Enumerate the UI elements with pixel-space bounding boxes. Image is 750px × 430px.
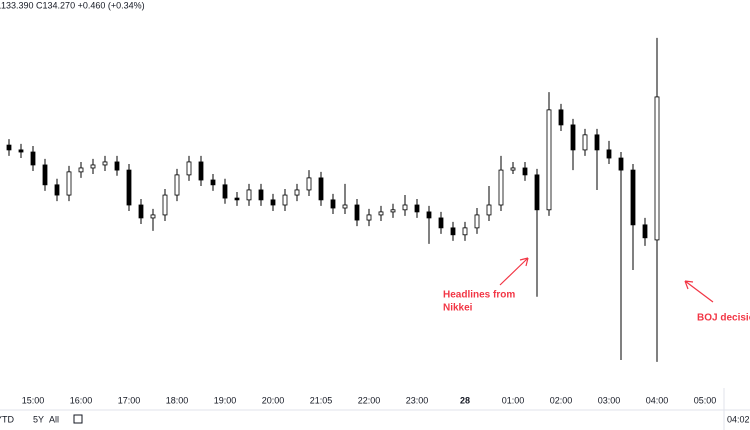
candle-body [114,161,120,171]
candle-body [222,184,228,199]
annotation-arrows [499,257,714,303]
x-tick-label: 19:00 [214,395,237,405]
candle-body [126,169,132,206]
candle-body [246,189,252,201]
x-tick-label: 15:00 [22,395,45,405]
candle-body [486,204,492,216]
candle-body [210,179,216,186]
x-tick-label: 17:00 [118,395,141,405]
annotation: BOJ decision [697,313,750,324]
x-tick-label: 18:00 [166,395,189,405]
annotation: Nikkei [443,303,473,314]
candle-body [30,151,36,166]
candle-body [270,199,276,206]
candle-body [570,124,576,151]
candle-body [318,177,324,201]
candle-body [654,96,660,241]
x-tick-label: 16:00 [70,395,93,405]
x-tick-label: 01:00 [502,395,525,405]
candle-body [42,164,48,186]
candle-body [510,167,516,171]
x-tick-label: 03:00 [598,395,621,405]
candle-body [354,204,360,221]
x-tick-label: 05:00 [694,395,717,405]
candle-body [378,211,384,216]
annotation-arrow [684,280,714,303]
x-tick-label: 04:00 [646,395,669,405]
candle-body [90,164,96,169]
candle-body [258,189,264,201]
candle-body [630,169,636,226]
candle-body [150,214,156,219]
candle-body [462,227,468,236]
x-tick-label: 28 [460,395,470,405]
candle-body [426,211,432,219]
candle-body [414,204,420,213]
candle-body [186,161,192,176]
candle-body [330,199,336,209]
x-tick-label: 23:00 [406,395,429,405]
icon-shape [73,414,83,424]
candle-body [282,194,288,206]
candle-body [234,197,240,201]
candle-body [306,177,312,191]
annotation-arrow [499,257,529,286]
candle-body [522,167,528,176]
ohlc-header: L133.390 C134.270 +0.460 (+0.34%) [0,0,145,10]
candle-body [534,174,540,211]
candle-body [162,194,168,216]
candle-body [54,184,60,196]
candle-body [618,157,624,171]
candle-body [390,209,396,213]
x-tick-label: 21:05 [310,395,333,405]
candle-body [498,169,504,206]
candle-body [18,149,24,153]
candle-body [546,109,552,211]
candle-body [402,204,408,211]
candle-body [198,161,204,181]
annotation: Headlines from [443,290,515,301]
candle-body [174,174,180,196]
candle-body [342,204,348,209]
candle-body [642,224,648,239]
x-tick-label: 22:00 [358,395,381,405]
candle-body [78,167,84,173]
x-tick-label: 02:00 [550,395,573,405]
clock: 04:02:2 [727,414,750,424]
candle-body [6,144,12,151]
x-tick-label: 20:00 [262,395,285,405]
range-button[interactable]: All [49,414,59,424]
candle-body [366,214,372,221]
candle-body [294,189,300,196]
range-button[interactable]: 5Y [33,414,44,424]
compare-icon[interactable] [73,414,83,424]
candle-body [438,217,444,229]
candle-body [102,161,108,166]
candle-body [582,134,588,151]
candle-body [138,204,144,219]
candle-body [606,149,612,159]
candle-body [474,214,480,229]
candle-body [594,134,600,151]
range-button[interactable]: YTD [0,414,15,424]
candle-body [558,109,564,126]
candle-body [66,171,72,196]
toolbar: YTD 5Y All 04:02:2 [0,414,750,424]
candle-body [450,227,456,236]
